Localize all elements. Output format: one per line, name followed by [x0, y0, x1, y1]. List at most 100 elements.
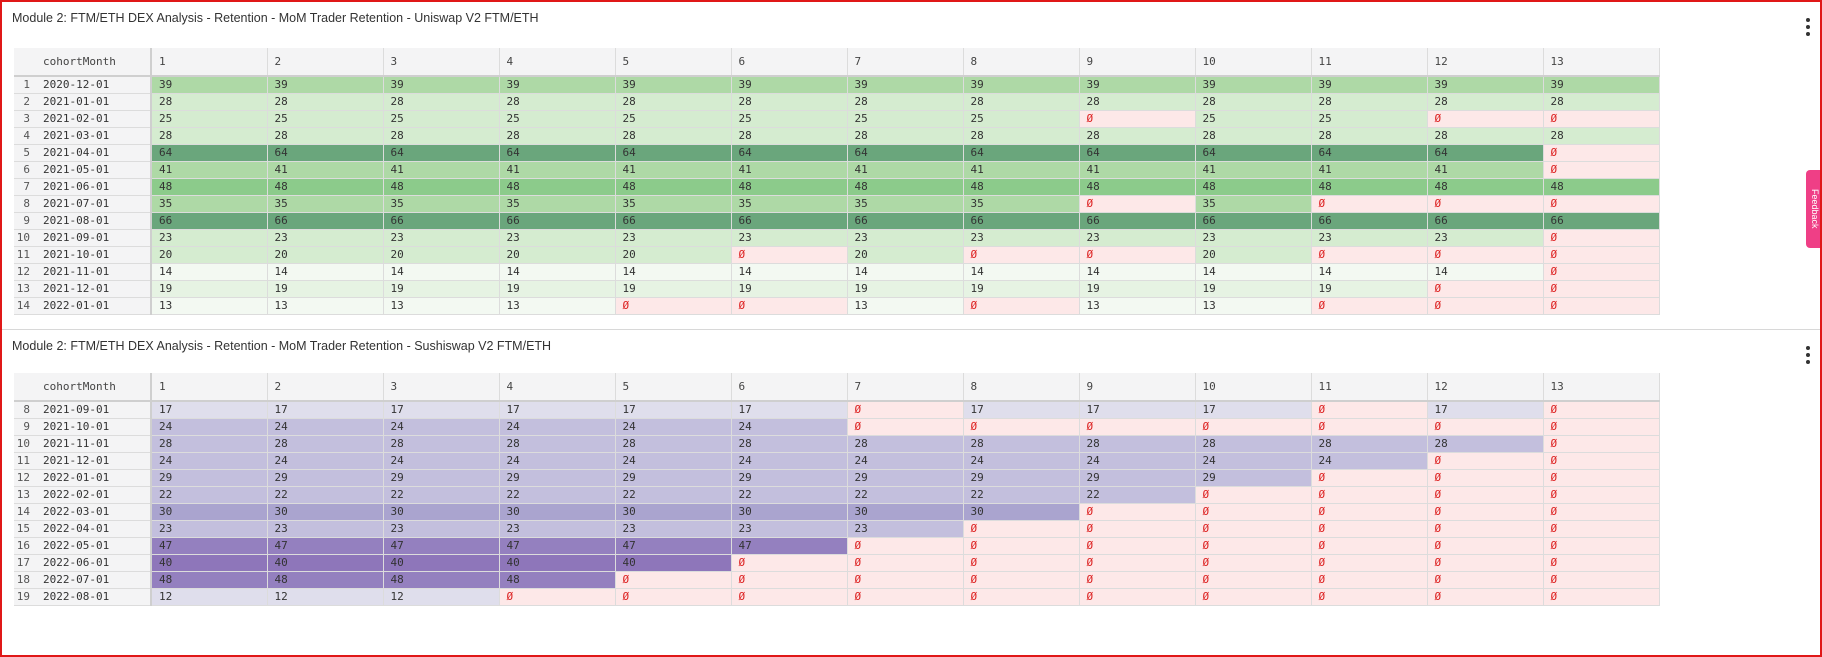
retention-cell: 28 — [1195, 435, 1312, 453]
retention-cell: 66 — [1427, 212, 1544, 230]
retention-cell: 35 — [267, 195, 384, 213]
column-header[interactable]: 5 — [615, 48, 732, 77]
retention-cell: 35 — [615, 195, 732, 213]
retention-cell-zero: Ø — [1079, 195, 1196, 213]
retention-cell: 28 — [847, 435, 964, 453]
header-row: cohortMonth 1 2 3 4 5 6 7 8 9 10 11 12 13 — [14, 373, 1660, 402]
retention-cell: 48 — [151, 178, 268, 196]
column-header[interactable]: 5 — [615, 373, 732, 402]
table-row: 10 2021-09-01 23 23 23 23 23 23 23 23 23 23 23 23 Ø — [14, 229, 1660, 247]
retention-cell: 17 — [383, 401, 500, 419]
retention-cell: 40 — [151, 554, 268, 572]
kebab-vertical-icon[interactable] — [1806, 346, 1810, 364]
column-header[interactable]: 6 — [731, 48, 848, 77]
table-row: 3 2021-02-01 25 25 25 25 25 25 25 25 Ø 25 25 Ø Ø — [14, 110, 1660, 128]
column-header[interactable]: 10 — [1195, 48, 1312, 77]
column-header[interactable]: 7 — [847, 373, 964, 402]
retention-cell-zero: Ø — [847, 588, 964, 606]
retention-cell: 28 — [963, 93, 1080, 111]
table-row: 17 2022-06-01 40 40 40 40 40 Ø Ø Ø Ø Ø Ø Ø Ø — [14, 554, 1660, 572]
retention-cell: 25 — [267, 110, 384, 128]
retention-cell: 64 — [1427, 144, 1544, 162]
cohort-month-cell: 2021-10-01 — [36, 246, 152, 264]
uniswap-retention-panel: Module 2: FTM/ETH DEX Analysis - Retenti… — [2, 2, 1820, 329]
retention-cell-zero: Ø — [731, 246, 848, 264]
retention-cell-zero: Ø — [1311, 486, 1428, 504]
retention-cell: 23 — [151, 520, 268, 538]
retention-cell: 24 — [267, 452, 384, 470]
row-number: 14 — [14, 297, 36, 315]
retention-cell-zero: Ø — [1311, 246, 1428, 264]
column-header[interactable]: 11 — [1311, 48, 1428, 77]
retention-cell: 23 — [267, 520, 384, 538]
retention-cell: 23 — [847, 229, 964, 247]
table-row: 9 2021-08-01 66 66 66 66 66 66 66 66 66 66 66 66 66 — [14, 212, 1660, 230]
retention-cell: 22 — [383, 486, 500, 504]
retention-cell: 23 — [151, 229, 268, 247]
row-number: 16 — [14, 537, 36, 555]
column-header[interactable]: 9 — [1079, 48, 1196, 77]
retention-cell-zero: Ø — [1427, 246, 1544, 264]
retention-cell: 28 — [847, 127, 964, 145]
retention-cell: 19 — [383, 280, 500, 298]
retention-cell: 48 — [847, 178, 964, 196]
retention-cell-zero: Ø — [1427, 280, 1544, 298]
retention-cell: 25 — [499, 110, 616, 128]
retention-table-wrap[interactable]: cohortMonth 1 2 3 4 5 6 7 8 9 10 11 12 13 8 2021-09-01… — [14, 373, 1660, 606]
kebab-vertical-icon[interactable] — [1806, 18, 1810, 36]
retention-cell: 28 — [383, 127, 500, 145]
retention-cell: 28 — [1079, 127, 1196, 145]
column-header[interactable]: 12 — [1427, 373, 1544, 402]
retention-cell-zero: Ø — [963, 554, 1080, 572]
row-number: 9 — [14, 212, 36, 230]
column-header[interactable]: 3 — [383, 373, 500, 402]
retention-cell: 24 — [267, 418, 384, 436]
cohort-month-cell: 2021-12-01 — [36, 280, 152, 298]
column-header[interactable]: cohortMonth — [36, 373, 152, 402]
row-number: 14 — [14, 503, 36, 521]
retention-cell: 28 — [1427, 127, 1544, 145]
column-header[interactable]: 6 — [731, 373, 848, 402]
retention-cell: 24 — [151, 418, 268, 436]
column-header[interactable]: 1 — [150, 373, 268, 402]
retention-cell: 64 — [383, 144, 500, 162]
panel-divider — [2, 329, 1820, 330]
retention-cell: 19 — [151, 280, 268, 298]
retention-table-wrap[interactable]: cohortMonth 1 2 3 4 5 6 7 8 9 10 11 12 13 1 2020-12-01… — [14, 48, 1660, 315]
column-header[interactable]: 10 — [1195, 373, 1312, 402]
column-header[interactable]: 12 — [1427, 48, 1544, 77]
column-header[interactable]: 8 — [963, 48, 1080, 77]
retention-cell: 22 — [1079, 486, 1196, 504]
retention-cell: 25 — [151, 110, 268, 128]
column-header[interactable]: 3 — [383, 48, 500, 77]
retention-cell: 28 — [267, 435, 384, 453]
column-header[interactable]: 11 — [1311, 373, 1428, 402]
retention-cell: 23 — [731, 229, 848, 247]
table-row: 11 2021-12-01 24 24 24 24 24 24 24 24 24 24 24 Ø Ø — [14, 452, 1660, 470]
retention-cell-zero: Ø — [615, 297, 732, 315]
retention-cell-zero: Ø — [1543, 418, 1660, 436]
retention-cell: 14 — [1195, 263, 1312, 281]
retention-cell: 17 — [615, 401, 732, 419]
column-header[interactable]: 8 — [963, 373, 1080, 402]
column-header[interactable]: 2 — [267, 48, 384, 77]
column-header[interactable]: 7 — [847, 48, 964, 77]
table-row: 14 2022-03-01 30 30 30 30 30 30 30 30 Ø Ø Ø Ø Ø — [14, 503, 1660, 521]
column-header[interactable]: 1 — [150, 48, 268, 77]
retention-cell: 28 — [1311, 435, 1428, 453]
retention-cell: 39 — [1427, 76, 1544, 94]
cohort-month-cell: 2022-01-01 — [36, 469, 152, 487]
retention-cell: 48 — [1427, 178, 1544, 196]
column-header[interactable]: 2 — [267, 373, 384, 402]
column-header[interactable]: 13 — [1543, 373, 1660, 402]
feedback-tab[interactable]: Feedback — [1806, 170, 1820, 248]
retention-cell: 20 — [499, 246, 616, 264]
column-header[interactable]: 13 — [1543, 48, 1660, 77]
column-header[interactable]: 4 — [499, 48, 616, 77]
retention-cell: 23 — [499, 520, 616, 538]
column-header[interactable]: 9 — [1079, 373, 1196, 402]
cohort-month-cell: 2021-11-01 — [36, 263, 152, 281]
column-header[interactable]: cohortMonth — [36, 48, 152, 77]
column-header[interactable]: 4 — [499, 373, 616, 402]
retention-cell: 30 — [963, 503, 1080, 521]
